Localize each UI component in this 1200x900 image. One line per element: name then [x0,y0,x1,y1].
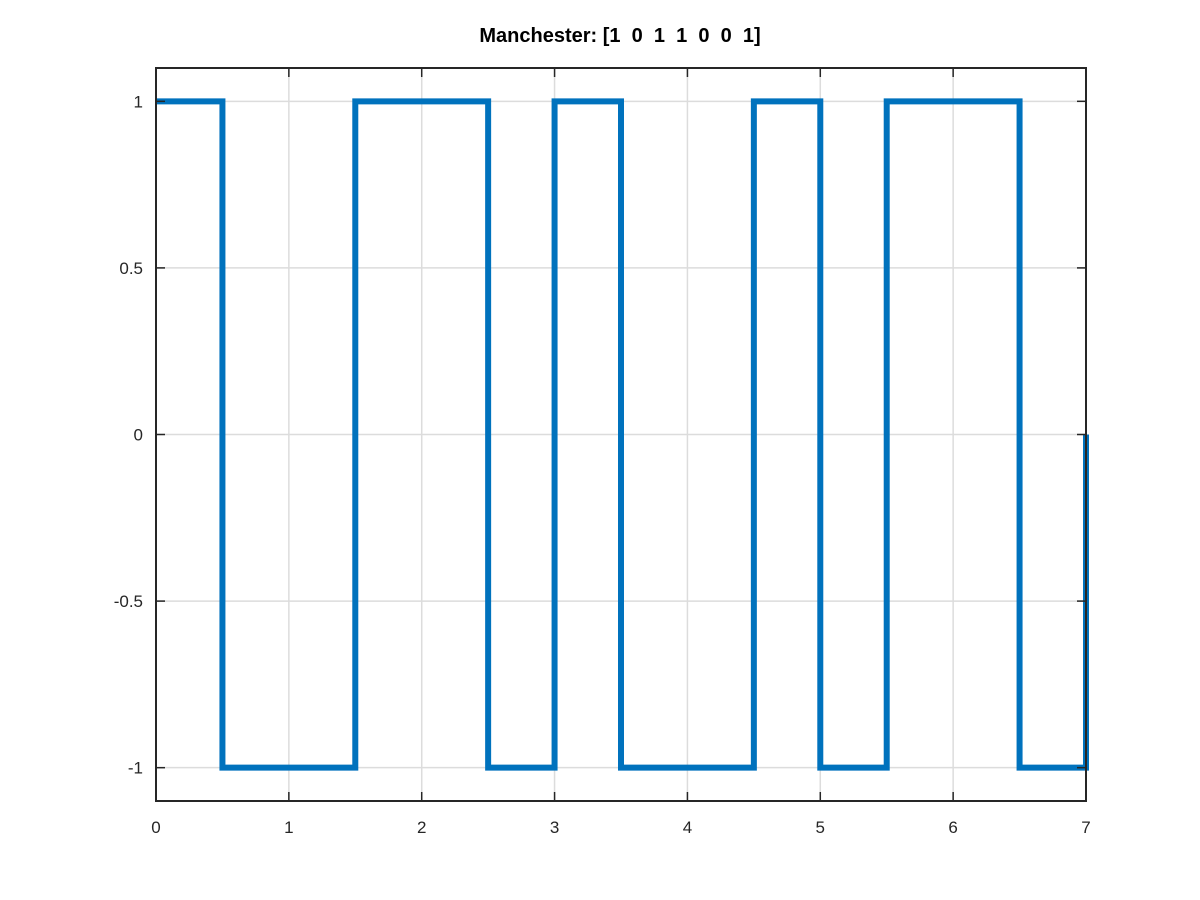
series-layer [156,98,1089,771]
axis-ticks [155,68,1087,801]
x-tick-label: 5 [816,818,825,837]
x-tick-label: 3 [550,818,559,837]
y-tick-label: 1 [134,92,143,111]
series-line [156,98,1089,771]
y-tick-label: -1 [128,759,143,778]
y-axis-tick-labels: 1 0.5 0 -0.5 -1 [114,92,143,777]
x-tick-label: 6 [948,818,957,837]
y-tick-label: -0.5 [114,592,143,611]
y-tick-label: 0 [134,426,143,445]
x-tick-label: 7 [1081,818,1090,837]
y-tick-label: 0.5 [119,259,143,278]
x-tick-label: 4 [683,818,692,837]
x-tick-label: 2 [417,818,426,837]
x-axis-tick-labels: 0 1 2 3 4 5 6 7 [151,818,1090,837]
x-tick-label: 1 [284,818,293,837]
x-tick-label: 0 [151,818,160,837]
chart-title: Manchester: [1 0 1 1 0 0 1] [479,25,760,47]
